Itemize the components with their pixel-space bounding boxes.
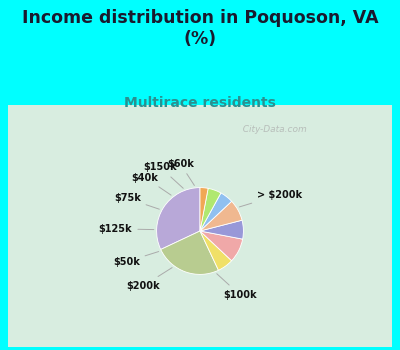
Wedge shape bbox=[161, 231, 218, 274]
Wedge shape bbox=[200, 201, 242, 231]
Text: Multirace residents: Multirace residents bbox=[124, 96, 276, 110]
Text: $150k: $150k bbox=[144, 162, 183, 188]
Text: > $200k: > $200k bbox=[239, 190, 302, 207]
Wedge shape bbox=[200, 220, 243, 239]
Text: $75k: $75k bbox=[114, 194, 159, 209]
Text: Income distribution in Poquoson, VA
(%): Income distribution in Poquoson, VA (%) bbox=[22, 9, 378, 48]
Text: $50k: $50k bbox=[113, 252, 159, 267]
Text: $200k: $200k bbox=[126, 268, 172, 291]
Wedge shape bbox=[200, 188, 208, 231]
Wedge shape bbox=[200, 231, 232, 270]
Wedge shape bbox=[200, 193, 232, 231]
Wedge shape bbox=[157, 188, 200, 250]
Text: $125k: $125k bbox=[99, 224, 154, 234]
Wedge shape bbox=[200, 188, 221, 231]
Text: City-Data.com: City-Data.com bbox=[236, 125, 306, 134]
Text: $60k: $60k bbox=[167, 159, 194, 186]
Text: $40k: $40k bbox=[132, 173, 171, 195]
Text: $100k: $100k bbox=[217, 274, 256, 300]
Wedge shape bbox=[200, 231, 243, 261]
